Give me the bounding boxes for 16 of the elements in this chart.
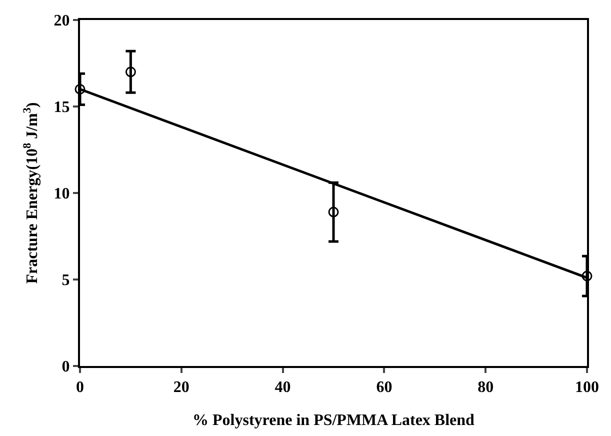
x-tick-label: 20 <box>173 379 190 396</box>
y-tick-label: 0 <box>62 358 70 376</box>
x-tick-label: 40 <box>274 379 291 396</box>
x-tick-label: 0 <box>76 379 84 396</box>
y-tick-label: 20 <box>54 12 70 30</box>
x-tick-label: 60 <box>376 379 392 396</box>
point <box>125 66 136 78</box>
point <box>582 270 592 282</box>
point <box>328 206 339 218</box>
x-tick-label: 100 <box>575 379 599 396</box>
point <box>74 84 86 94</box>
y-tick-label: 10 <box>54 186 70 203</box>
y-tick-label: 5 <box>62 272 70 290</box>
x-axis-title: % Polystyrene in PS/PMMA Latex Blend <box>192 412 475 429</box>
y-tick-label: 15 <box>54 99 70 116</box>
x-tick-label: 80 <box>478 379 494 396</box>
